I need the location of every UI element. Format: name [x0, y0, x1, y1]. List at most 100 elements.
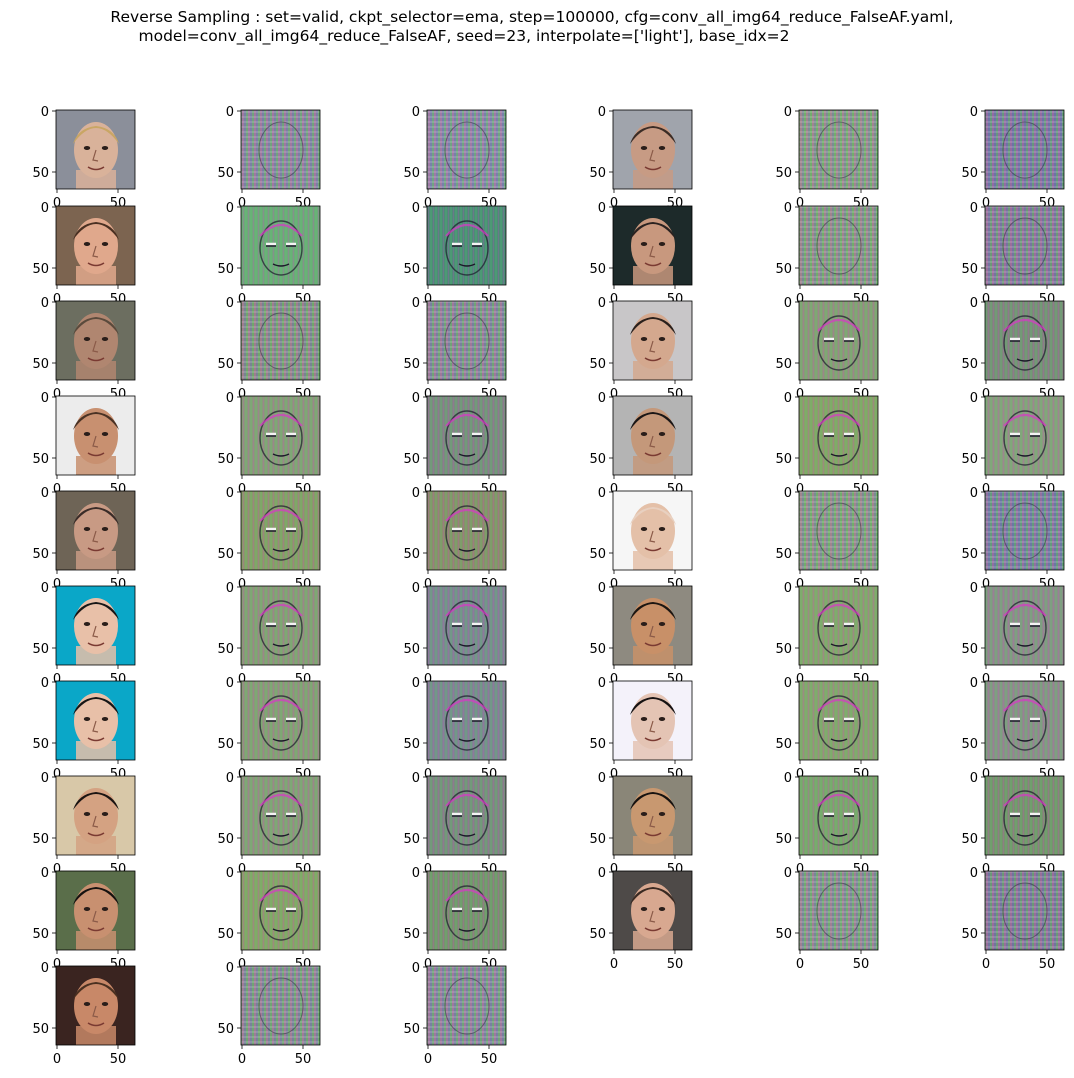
xtick-label: 0 [982, 672, 990, 687]
ytick-label: 0 [784, 486, 792, 501]
xtick-label: 0 [796, 767, 804, 782]
ytick-label: 50 [32, 166, 49, 181]
ytick-label: 0 [598, 486, 606, 501]
ytick-label: 0 [226, 961, 234, 976]
ytick-label: 0 [226, 296, 234, 311]
xtick-label: 0 [424, 292, 432, 307]
ytick-label: 0 [412, 486, 420, 501]
ytick-label: 0 [41, 771, 49, 786]
xtick-label: 0 [610, 957, 618, 972]
ytick-label: 0 [226, 201, 234, 216]
ytick-label: 50 [217, 642, 234, 657]
ytick-label: 50 [403, 642, 420, 657]
ytick-label: 0 [412, 771, 420, 786]
xtick-label: 0 [982, 577, 990, 592]
xtick-label: 0 [796, 387, 804, 402]
ytick-label: 0 [598, 676, 606, 691]
ytick-label: 50 [403, 737, 420, 752]
ytick-label: 0 [412, 201, 420, 216]
ytick-label: 0 [598, 581, 606, 596]
xtick-label: 0 [53, 862, 61, 877]
ytick-label: 50 [32, 262, 49, 277]
xtick-label: 50 [110, 1052, 127, 1067]
ytick-label: 50 [775, 166, 792, 181]
ytick-label: 0 [412, 105, 420, 120]
ytick-label: 50 [589, 262, 606, 277]
xtick-label: 0 [610, 862, 618, 877]
xtick-label: 50 [667, 957, 684, 972]
ytick-label: 50 [589, 357, 606, 372]
ytick-label: 0 [598, 771, 606, 786]
ytick-label: 50 [589, 927, 606, 942]
ytick-label: 0 [784, 391, 792, 406]
xtick-label: 0 [238, 577, 246, 592]
ytick-label: 50 [403, 357, 420, 372]
xtick-label: 0 [238, 292, 246, 307]
ytick-label: 50 [32, 927, 49, 942]
ytick-label: 50 [403, 832, 420, 847]
ytick-label: 0 [412, 866, 420, 881]
ytick-label: 50 [961, 832, 978, 847]
ytick-label: 50 [32, 357, 49, 372]
ytick-label: 0 [41, 296, 49, 311]
xtick-label: 0 [796, 292, 804, 307]
ytick-label: 50 [403, 262, 420, 277]
xtick-label: 0 [796, 672, 804, 687]
xtick-label: 0 [424, 387, 432, 402]
ytick-label: 0 [226, 391, 234, 406]
ytick-label: 0 [784, 296, 792, 311]
ytick-label: 50 [403, 927, 420, 942]
ytick-label: 50 [775, 832, 792, 847]
xtick-label: 0 [982, 482, 990, 497]
xtick-label: 0 [53, 196, 61, 211]
ytick-label: 50 [775, 262, 792, 277]
xtick-label: 0 [796, 482, 804, 497]
ytick-label: 50 [217, 357, 234, 372]
xtick-label: 0 [424, 862, 432, 877]
xtick-label: 0 [610, 672, 618, 687]
ytick-label: 50 [589, 642, 606, 657]
xtick-label: 0 [53, 672, 61, 687]
ytick-label: 0 [970, 201, 978, 216]
ytick-label: 50 [32, 642, 49, 657]
ytick-label: 50 [961, 262, 978, 277]
ytick-label: 50 [32, 452, 49, 467]
xtick-label: 0 [982, 862, 990, 877]
ytick-label: 0 [412, 961, 420, 976]
ytick-label: 50 [961, 547, 978, 562]
ytick-label: 50 [589, 737, 606, 752]
xtick-label: 50 [481, 1052, 498, 1067]
xtick-label: 0 [610, 387, 618, 402]
ytick-label: 0 [970, 771, 978, 786]
ytick-label: 0 [226, 676, 234, 691]
xtick-label: 0 [238, 482, 246, 497]
xtick-label: 0 [796, 862, 804, 877]
ytick-label: 0 [784, 866, 792, 881]
figure-title-line-2: model=conv_all_img64_reduce_FalseAF, see… [138, 27, 790, 45]
ytick-label: 0 [412, 391, 420, 406]
ytick-label: 50 [961, 166, 978, 181]
xtick-label: 0 [238, 1052, 246, 1067]
ytick-label: 50 [32, 1022, 49, 1037]
ytick-label: 0 [784, 771, 792, 786]
xtick-label: 0 [982, 387, 990, 402]
xtick-label: 0 [238, 767, 246, 782]
xtick-label: 0 [238, 196, 246, 211]
ytick-label: 50 [32, 547, 49, 562]
xtick-label: 0 [982, 292, 990, 307]
ytick-label: 0 [784, 676, 792, 691]
xtick-label: 0 [610, 196, 618, 211]
ytick-label: 50 [589, 547, 606, 562]
xtick-label: 0 [238, 862, 246, 877]
ytick-label: 0 [970, 486, 978, 501]
ytick-label: 50 [775, 452, 792, 467]
xtick-label: 0 [796, 196, 804, 211]
xtick-label: 50 [853, 957, 870, 972]
xtick-label: 0 [53, 957, 61, 972]
xtick-label: 0 [610, 577, 618, 592]
xtick-label: 0 [610, 482, 618, 497]
ytick-label: 50 [217, 166, 234, 181]
ytick-label: 0 [412, 676, 420, 691]
ytick-label: 0 [41, 866, 49, 881]
xtick-label: 0 [238, 957, 246, 972]
